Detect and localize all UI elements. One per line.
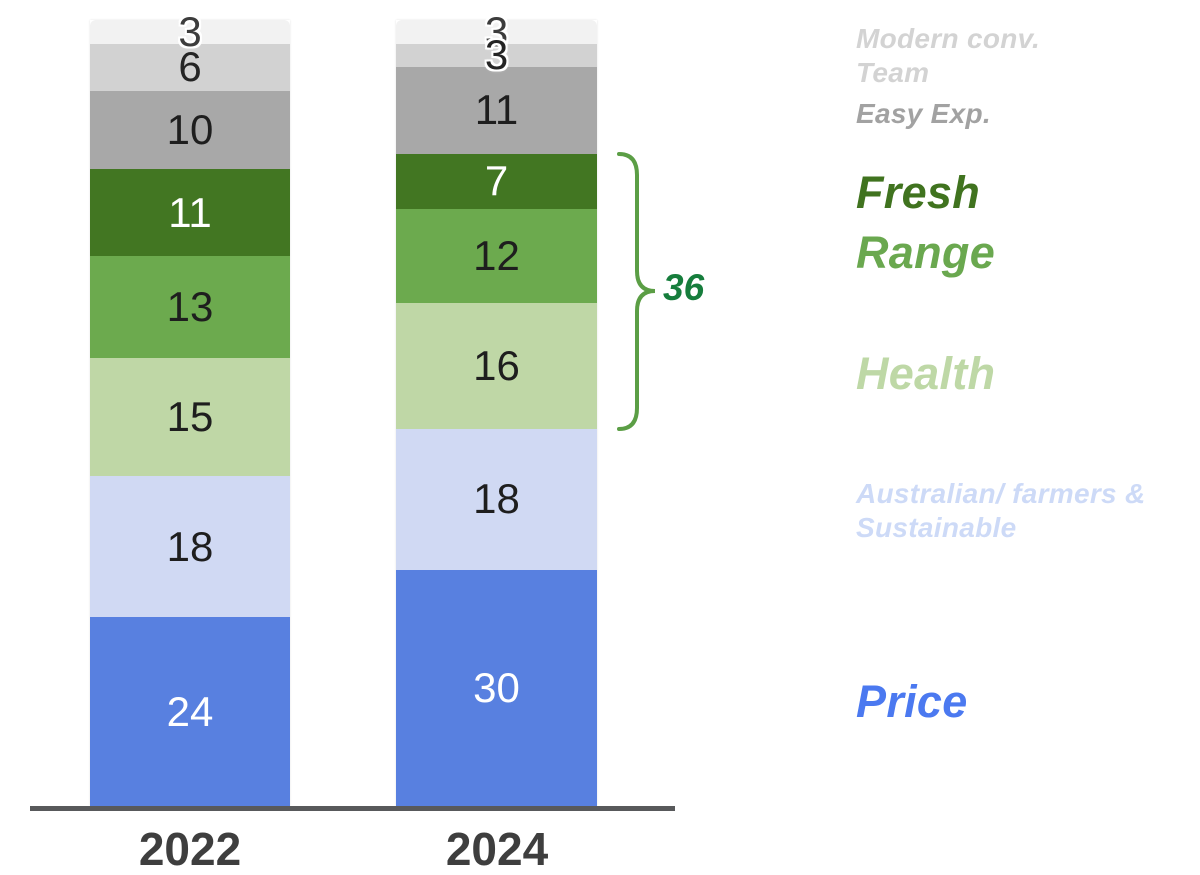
segment-value-label: 10 bbox=[166, 106, 214, 154]
segment-value-label: 30 bbox=[473, 664, 520, 712]
segment-price-2024: 30 bbox=[396, 570, 597, 806]
segment-range-2022: 13 bbox=[90, 255, 290, 358]
legend-easy-exp: Easy Exp. bbox=[856, 97, 991, 131]
legend-fresh: Fresh bbox=[856, 167, 980, 219]
segment-value-label: 18 bbox=[473, 475, 520, 523]
legend-line: Price bbox=[856, 676, 968, 727]
segment-fresh-2022: 11 bbox=[90, 169, 290, 256]
legend-range: Range bbox=[856, 227, 995, 279]
legend-line: Sustainable bbox=[856, 511, 1017, 543]
segment-value-label: 15 bbox=[166, 392, 214, 440]
segment-easy-exp-2022: 10 bbox=[90, 90, 290, 170]
segment-value-label: 11 bbox=[168, 188, 212, 236]
segment-value-label: 13 bbox=[166, 282, 214, 330]
brace-value-label: 36 bbox=[663, 267, 705, 308]
segment-value-label: 7 bbox=[484, 157, 509, 205]
segment-team-2024: 3 bbox=[396, 34, 597, 76]
legend-line: Team bbox=[856, 56, 930, 88]
segment-value-label: 3 bbox=[178, 7, 202, 55]
legend-line: Fresh bbox=[856, 167, 981, 218]
segment-modern-conv-2024: 3 bbox=[396, 10, 597, 52]
bar-2022: 3 6 10 11 13 15 18 24 bbox=[90, 10, 290, 806]
segment-value-label: 18 bbox=[166, 522, 214, 570]
segment-health-2024: 16 bbox=[396, 302, 597, 429]
legend-price: Price bbox=[856, 676, 968, 728]
segment-australian-farmers-sustainable-2022: 18 bbox=[90, 475, 290, 618]
segment-australian-farmers-sustainable-2024: 18 bbox=[396, 428, 597, 571]
legend-line: Modern conv. bbox=[856, 23, 1041, 54]
segment-value-label: 12 bbox=[473, 231, 520, 279]
segment-fresh-2024: 7 bbox=[396, 153, 597, 209]
legend-line: Australian/ farmers & bbox=[856, 478, 1146, 509]
segment-value-label: 6 bbox=[178, 43, 202, 91]
segment-value-label: 24 bbox=[166, 687, 214, 735]
segment-range-2024: 12 bbox=[396, 208, 597, 303]
segment-value-label: 3 bbox=[484, 7, 509, 55]
x-axis-line bbox=[30, 806, 675, 811]
legend-line: Health bbox=[856, 348, 996, 399]
segment-easy-exp-2024: 11 bbox=[396, 67, 597, 154]
x-tick-2022: 2022 bbox=[138, 823, 242, 875]
segment-team-2022: 6 bbox=[90, 43, 290, 91]
segment-price-2022: 24 bbox=[90, 617, 290, 806]
segment-value-label: 11 bbox=[474, 86, 519, 134]
segment-value-label: 16 bbox=[473, 341, 520, 389]
segment-value-label: 3 bbox=[484, 31, 509, 79]
legend-line: Easy Exp. bbox=[856, 98, 992, 129]
legend-modern-conv-team: Modern conv. Team bbox=[856, 22, 1040, 89]
legend-australian-sustainable: Australian/ farmers & Sustainable bbox=[856, 477, 1146, 544]
legend-line: Range bbox=[856, 227, 996, 278]
x-tick-2024: 2024 bbox=[445, 823, 549, 875]
segment-health-2022: 15 bbox=[90, 357, 290, 476]
brace-annotation bbox=[617, 152, 656, 431]
bar-2024: 3 3 11 7 12 16 18 30 bbox=[396, 10, 597, 806]
legend-health: Health bbox=[856, 348, 995, 400]
segment-modern-conv-2022: 3 bbox=[90, 10, 290, 52]
